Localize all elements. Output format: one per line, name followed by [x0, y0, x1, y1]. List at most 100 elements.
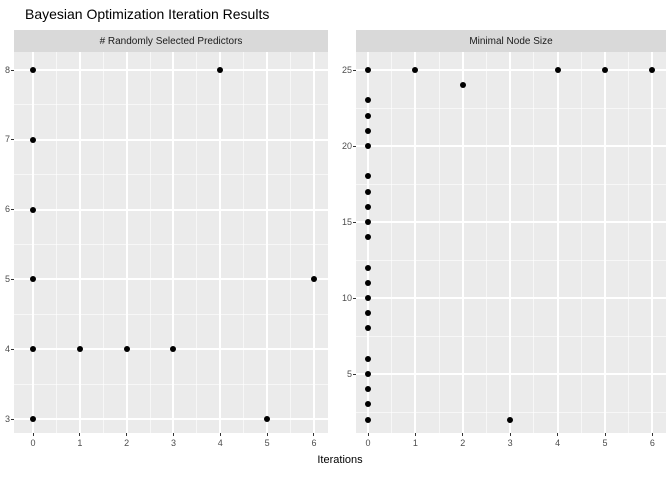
- gridline-y-minor: [14, 104, 328, 106]
- data-point: [365, 401, 371, 408]
- gridline-y-minor: [14, 313, 328, 315]
- gridline-x-major: [78, 52, 81, 433]
- facet-panel-minimal-node-size: [356, 52, 666, 433]
- data-point: [649, 67, 656, 73]
- x-tick-label: 2: [460, 438, 466, 448]
- data-point: [76, 346, 83, 353]
- gridline-y-major: [14, 278, 328, 281]
- data-point: [365, 67, 371, 73]
- data-point: [554, 67, 561, 73]
- y-tick-mark: [11, 139, 14, 141]
- y-tick-label: 5: [346, 368, 352, 379]
- data-point: [365, 310, 371, 317]
- data-point: [365, 112, 371, 119]
- y-tick-label: 5: [4, 273, 10, 284]
- gridline-x-minor: [243, 52, 245, 433]
- data-point: [365, 234, 371, 241]
- x-tick-label: 6: [311, 438, 317, 448]
- gridline-x-major: [414, 52, 417, 433]
- y-tick-mark: [11, 348, 14, 350]
- data-point: [412, 67, 419, 73]
- data-point: [365, 188, 371, 195]
- y-tick-mark: [353, 221, 356, 223]
- x-tick-label: 1: [77, 438, 83, 448]
- gridline-y-minor: [14, 174, 328, 176]
- x-tick-mark: [126, 433, 128, 436]
- facet-panel-randomly-selected-predictors: [14, 52, 328, 433]
- gridline-x-minor: [438, 52, 440, 433]
- x-tick-mark: [414, 433, 416, 436]
- x-tick-mark: [557, 433, 559, 436]
- gridline-x-major: [266, 52, 269, 433]
- gridline-x-major: [509, 52, 512, 433]
- gridline-x-major: [651, 52, 654, 433]
- y-tick-mark: [353, 69, 356, 71]
- data-point: [217, 67, 224, 73]
- x-tick-mark: [367, 433, 369, 436]
- data-point: [30, 416, 36, 422]
- x-tick-mark: [172, 433, 174, 436]
- x-tick-label: 3: [507, 438, 513, 448]
- data-point: [365, 416, 371, 423]
- x-tick-label: 1: [412, 438, 418, 448]
- gridline-x-major: [556, 52, 559, 433]
- data-point: [310, 276, 317, 283]
- y-tick-label: 20: [341, 140, 352, 151]
- gridline-x-major: [125, 52, 128, 433]
- data-point: [264, 416, 271, 422]
- gridline-y-major: [356, 69, 666, 71]
- gridline-y-minor: [14, 244, 328, 245]
- data-point: [30, 276, 36, 283]
- gridline-y-minor: [14, 383, 328, 385]
- gridline-x-major: [367, 52, 369, 433]
- gridline-y-major: [14, 208, 328, 211]
- y-tick-mark: [353, 145, 356, 147]
- gridline-y-major: [14, 138, 328, 141]
- gridline-x-minor: [533, 52, 535, 433]
- gridline-x-major: [604, 52, 606, 433]
- data-point: [365, 386, 371, 393]
- data-point: [459, 82, 466, 89]
- x-tick-mark: [509, 433, 511, 436]
- data-point: [365, 127, 371, 134]
- x-tick-mark: [32, 433, 34, 436]
- x-tick-label: 2: [124, 438, 130, 448]
- gridline-y-major: [356, 297, 666, 299]
- y-tick-mark: [353, 373, 356, 375]
- gridline-x-minor: [196, 52, 198, 433]
- data-point: [170, 346, 177, 353]
- x-tick-mark: [79, 433, 81, 436]
- x-tick-mark: [651, 433, 653, 436]
- x-tick-mark: [219, 433, 221, 436]
- plot-title: Bayesian Optimization Iteration Results: [25, 6, 270, 22]
- facet-strip-minimal-node-size: Minimal Node Size: [356, 30, 666, 52]
- x-tick-label: 4: [217, 438, 223, 448]
- x-axis-title: Iterations: [317, 454, 363, 466]
- x-tick-label: 0: [365, 438, 371, 448]
- data-point: [365, 325, 371, 332]
- data-point: [123, 346, 130, 353]
- gridline-y-major: [356, 221, 666, 223]
- data-point: [365, 219, 371, 225]
- x-tick-label: 4: [555, 438, 561, 448]
- gridline-x-minor: [102, 52, 104, 433]
- data-point: [30, 346, 36, 353]
- x-tick-label: 3: [170, 438, 176, 448]
- y-tick-label: 7: [4, 134, 10, 145]
- gridline-x-minor: [486, 52, 487, 433]
- y-tick-label: 25: [341, 64, 352, 75]
- data-point: [365, 203, 371, 210]
- x-tick-label: 6: [649, 438, 655, 448]
- data-point: [365, 295, 371, 301]
- facet-strip-label: # Randomly Selected Predictors: [99, 35, 243, 47]
- x-tick-label: 5: [264, 438, 270, 448]
- gridline-x-major: [312, 52, 315, 433]
- y-tick-mark: [11, 278, 14, 280]
- gridline-x-minor: [628, 52, 630, 433]
- data-point: [507, 416, 514, 423]
- y-tick-mark: [353, 297, 356, 299]
- gridline-x-major: [219, 52, 222, 433]
- data-point: [365, 143, 371, 149]
- y-tick-label: 10: [341, 292, 352, 303]
- y-tick-label: 8: [4, 64, 10, 75]
